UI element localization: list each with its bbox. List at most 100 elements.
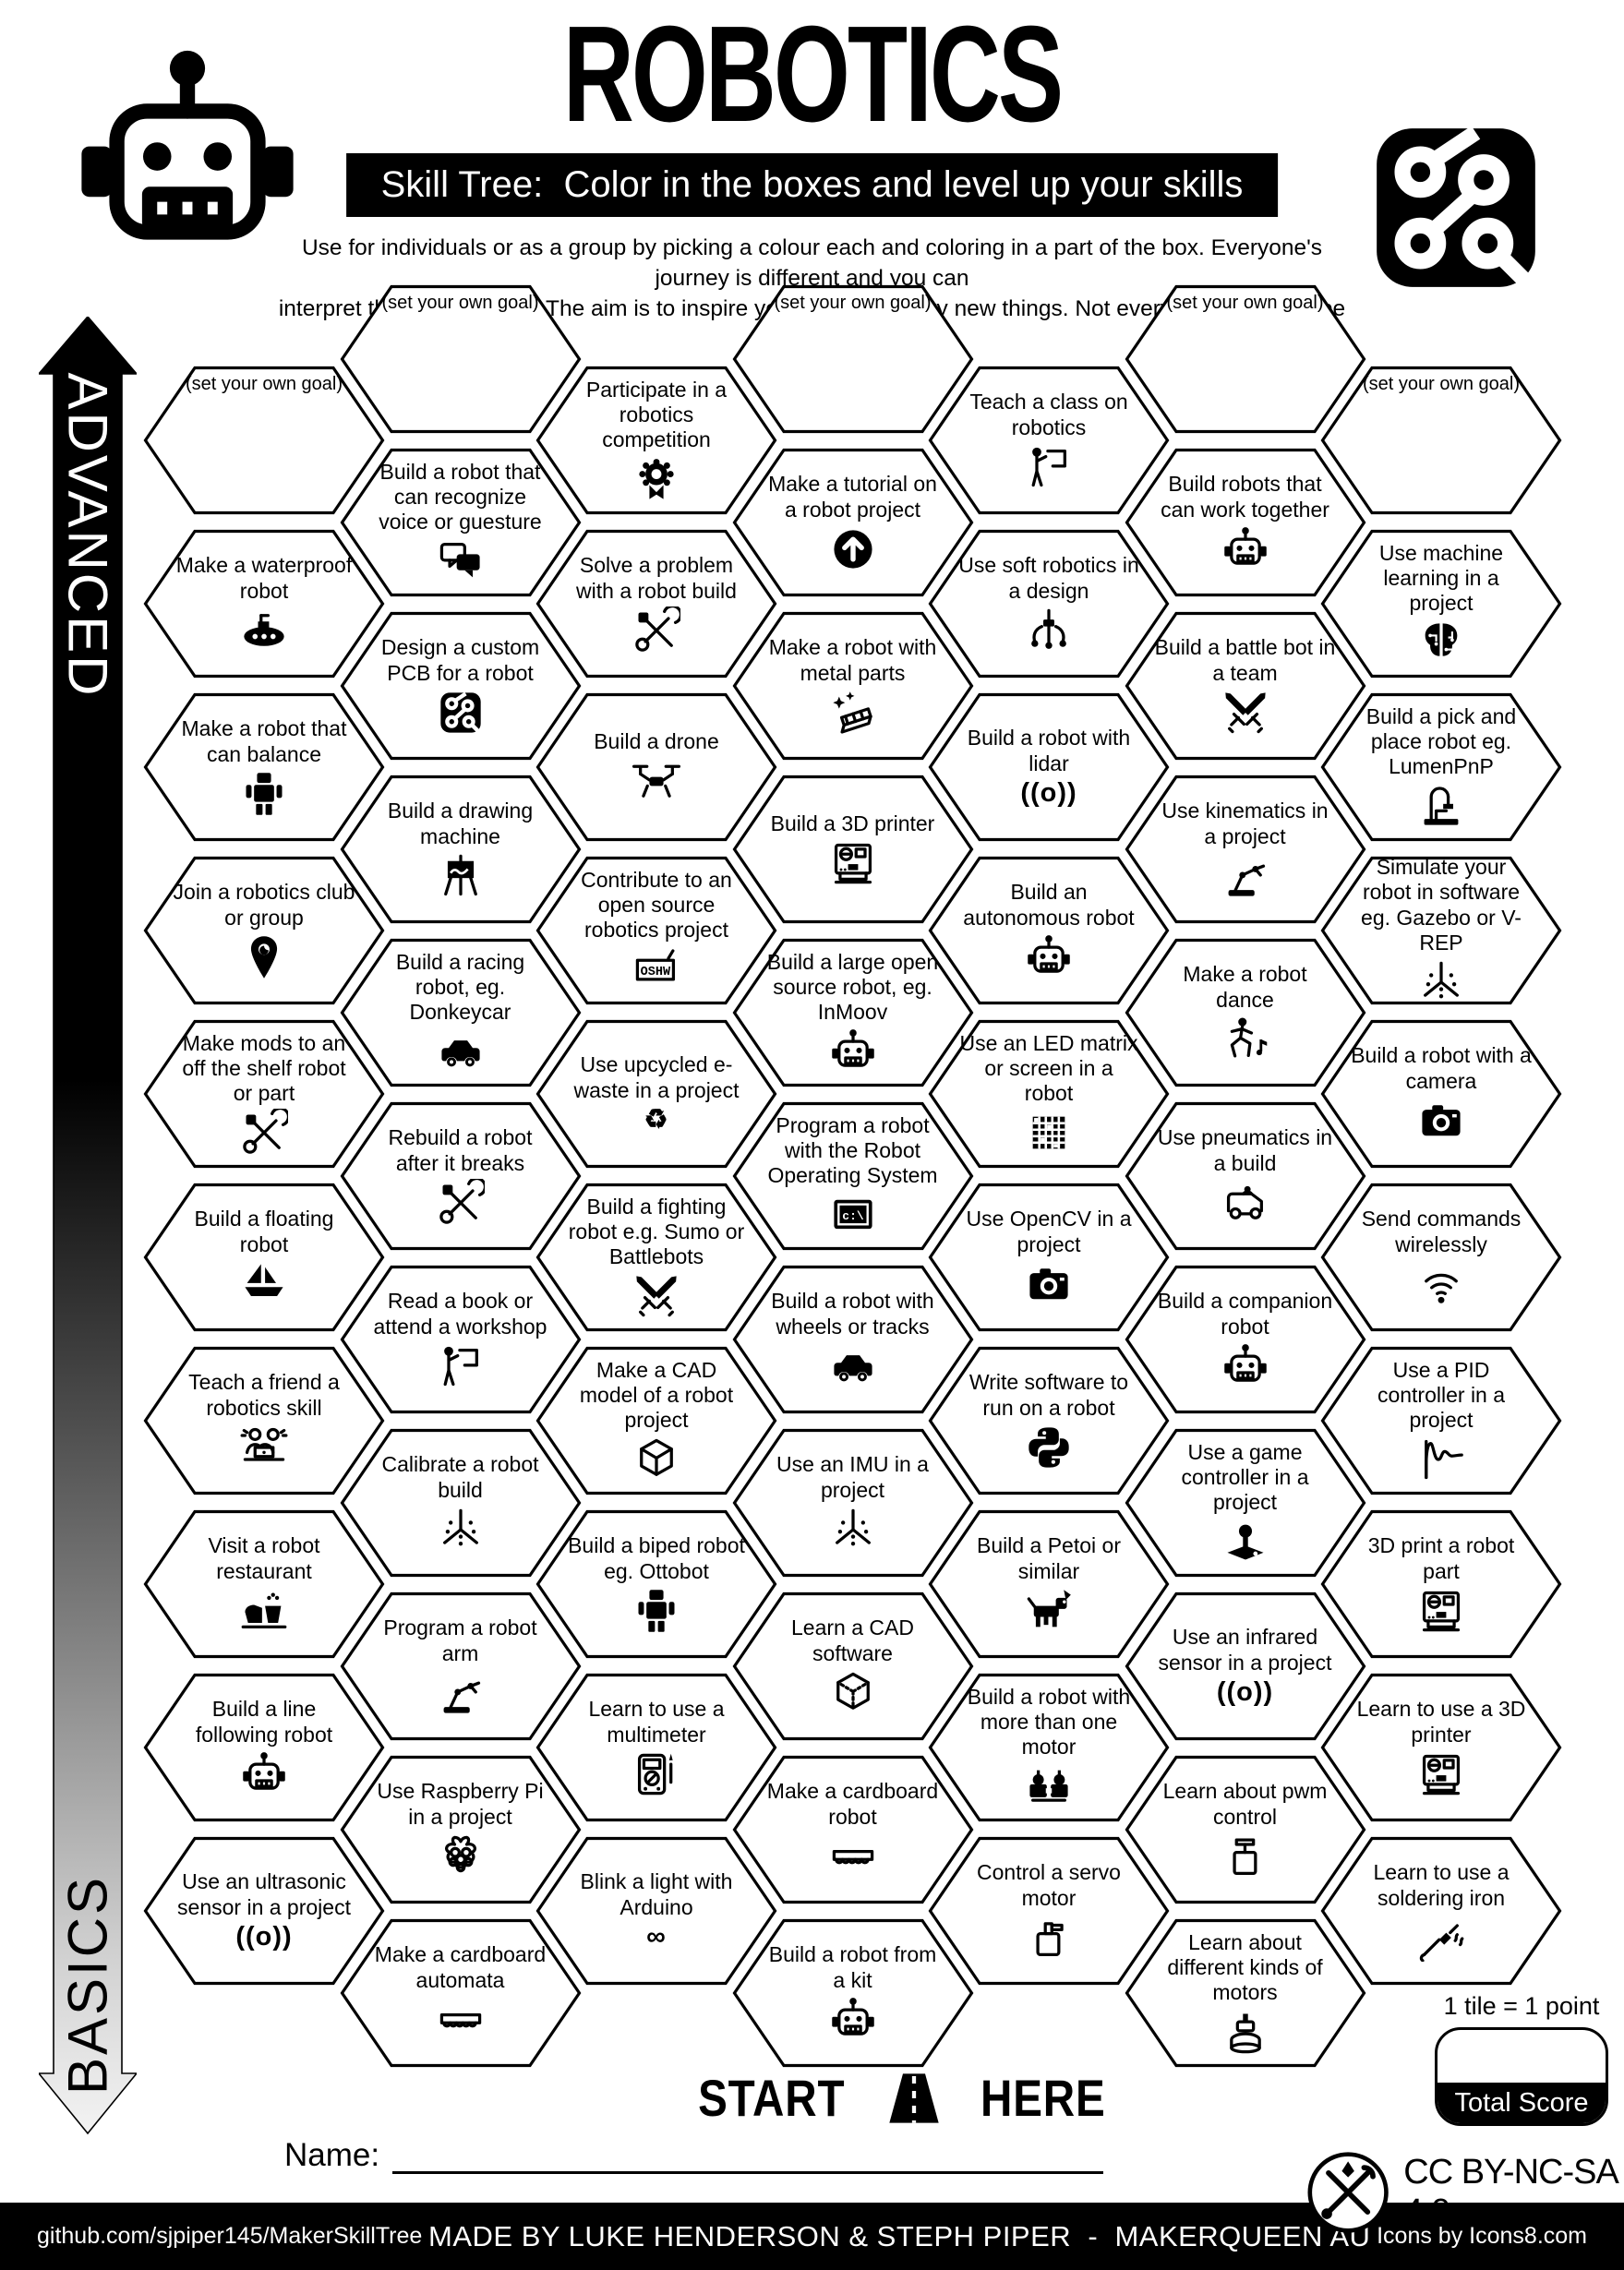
hex-use-an-imu-in-a-project[interactable]: Use an IMU in a project: [732, 1428, 974, 1578]
hex-make-a-tutorial-on-a-robot-project[interactable]: Make a tutorial on a robot project: [732, 448, 974, 597]
hex-teach-a-class-on-robotics[interactable]: Teach a class on robotics: [928, 366, 1170, 515]
hex-use-opencv-in-a-project[interactable]: Use OpenCV in a project: [928, 1183, 1170, 1332]
hex-build-a-robot-that-can-recognize-voice-or-guesture[interactable]: Build a robot that can recognize voice o…: [340, 448, 582, 597]
hex-build-a-biped-robot-eg-ottobot[interactable]: Build a biped robot eg. Ottobot: [535, 1509, 777, 1659]
hex-use-an-led-matrix-or-screen-in-a-robot[interactable]: Use an LED matrix or screen in a robot: [928, 1019, 1170, 1169]
hex-send-commands-wirelessly[interactable]: Send commands wirelessly: [1320, 1183, 1562, 1332]
hex-use-a-game-controller-in-a-project[interactable]: Use a game controller in a project: [1125, 1428, 1366, 1578]
hex-set-your-own-goal[interactable]: (set your own goal): [340, 284, 582, 434]
hex-learn-a-cad-software[interactable]: Learn a CAD software: [732, 1591, 974, 1741]
hex-build-a-3d-printer[interactable]: Build a 3D printer: [732, 775, 974, 924]
hex-learn-to-use-a-soldering-iron[interactable]: Learn to use a soldering iron: [1320, 1836, 1562, 1986]
hex-build-a-battle-bot-in-a-team[interactable]: Build a battle bot in a team: [1125, 611, 1366, 761]
hex-make-a-waterproof-robot[interactable]: Make a waterproof robot: [143, 529, 385, 679]
hex-build-a-robot-with-a-camera[interactable]: Build a robot with a camera: [1320, 1019, 1562, 1169]
skill-hex-label: Build a racing robot, eg. Donkeycar: [395, 949, 525, 1025]
hex-contribute-to-an-open-source-robotics-project[interactable]: Contribute to an open source robotics pr…: [535, 856, 777, 1005]
hex-make-a-robot-dance[interactable]: Make a robot dance: [1125, 938, 1366, 1087]
hex-calibrate-a-robot-build[interactable]: Calibrate a robot build: [340, 1428, 582, 1578]
hex-program-a-robot-with-the-robot-operating-system[interactable]: Program a robot with the Robot Operating…: [732, 1101, 974, 1251]
hex-teach-a-friend-a-robotics-skill[interactable]: Teach a friend a robotics skill: [143, 1346, 385, 1495]
skill-hex-label: Build a robot with lidar: [967, 726, 1131, 775]
cardboard-icon: [829, 1832, 877, 1880]
hex-program-a-robot-arm[interactable]: Program a robot arm: [340, 1591, 582, 1741]
hex-use-raspberry-pi-in-a-project[interactable]: Use Raspberry Pi in a project: [340, 1755, 582, 1904]
hex-use-an-infrared-sensor-in-a-project[interactable]: Use an infrared sensor in a project ((o)): [1125, 1591, 1366, 1741]
total-score-entry-area[interactable]: [1438, 2030, 1606, 2083]
hex-build-a-robot-with-lidar[interactable]: Build a robot with lidar ((o)): [928, 692, 1170, 842]
hex-build-robots-that-can-work-together[interactable]: Build robots that can work together: [1125, 448, 1366, 597]
name-input-line[interactable]: [392, 2134, 1104, 2174]
hex-use-an-ultrasonic-sensor-in-a-project[interactable]: Use an ultrasonic sensor in a project ((o…: [143, 1836, 385, 1986]
hex-rebuild-a-robot-after-it-breaks[interactable]: Rebuild a robot after it breaks: [340, 1101, 582, 1251]
hex-build-a-robot-with-more-than-one-motor[interactable]: Build a robot with more than one motor: [928, 1673, 1170, 1822]
hex-make-a-cardboard-automata[interactable]: Make a cardboard automata: [340, 1918, 582, 2068]
hex-build-a-floating-robot[interactable]: Build a floating robot: [143, 1183, 385, 1332]
hex-outline: [1320, 1346, 1562, 1495]
hex-build-a-companion-robot[interactable]: Build a companion robot: [1125, 1265, 1366, 1414]
dancer-icon: [1221, 1015, 1269, 1063]
hex-blink-a-light-with-arduino[interactable]: Blink a light with Arduino ∞: [535, 1836, 777, 1986]
hex-learn-to-use-a-3d-printer[interactable]: Learn to use a 3D printer: [1320, 1673, 1562, 1822]
hex-participate-in-a-robotics-competition[interactable]: Participate in a robotics competition: [535, 366, 777, 515]
hex-use-machine-learning-in-a-project[interactable]: Use machine learning in a project: [1320, 529, 1562, 679]
hex-outline: [1125, 1591, 1365, 1741]
hex-build-an-autonomous-robot[interactable]: Build an autonomous robot: [928, 856, 1170, 1005]
cube-icon: [632, 1435, 680, 1483]
hex-make-a-robot-with-metal-parts[interactable]: Make a robot with metal parts: [732, 611, 974, 761]
hex-make-a-robot-that-can-balance[interactable]: Make a robot that can balance: [143, 692, 385, 842]
hex-build-a-large-open-source-robot-eg-inmoov[interactable]: Build a large open source robot, eg. InM…: [732, 938, 974, 1087]
hex-read-a-book-or-attend-a-workshop[interactable]: Read a book or attend a workshop: [340, 1265, 582, 1414]
pneumo-icon: [1221, 1179, 1269, 1227]
hex-visit-a-robot-restaurant[interactable]: Visit a robot restaurant: [143, 1509, 385, 1659]
hex-learn-about-different-kinds-of-motors[interactable]: Learn about different kinds of motors: [1125, 1918, 1366, 2068]
subtitle-banner: Skill Tree: Color in the boxes and level…: [345, 153, 1279, 217]
hex-outline: [340, 448, 581, 597]
total-score-box[interactable]: Total Score: [1435, 2027, 1608, 2126]
skill-hex-label: Use upcycled e-waste in a project: [573, 1052, 740, 1102]
robot-body-icon: [240, 770, 288, 818]
hex-build-a-robot-from-a-kit[interactable]: Build a robot from a kit: [732, 1918, 974, 2068]
hex-outline: [535, 1509, 777, 1659]
hex-join-a-robotics-club-or-group[interactable]: Join a robotics club or group: [143, 856, 385, 1005]
hex-learn-to-use-a-multimeter[interactable]: Learn to use a multimeter: [535, 1673, 777, 1822]
hex-build-a-line-following-robot[interactable]: Build a line following robot: [143, 1673, 385, 1822]
skill-hex-label: Make a CAD model of a robot project: [579, 1357, 734, 1433]
hex-make-mods-to-an-off-the-shelf-robot-or-part[interactable]: Make mods to an off the shelf robot or p…: [143, 1019, 385, 1169]
hex-solve-a-problem-with-a-robot-build[interactable]: Solve a problem with a robot build: [535, 529, 777, 679]
hex-use-pneumatics-in-a-build[interactable]: Use pneumatics in a build: [1125, 1101, 1366, 1251]
skill-hex-label: Use an IMU in a project: [776, 1452, 929, 1502]
skill-hex-label: Use pneumatics in a build: [1157, 1125, 1333, 1175]
hex-simulate-your-robot-in-software-eg-gazebo-or-v-rep[interactable]: Simulate your robot in software eg. Gaze…: [1320, 855, 1562, 1005]
hex-build-a-pick-and-place-robot-eg-lumenpnp[interactable]: Build a pick and place robot eg. LumenPn…: [1320, 692, 1562, 842]
hex-use-kinematics-in-a-project[interactable]: Use kinematics in a project: [1125, 775, 1366, 924]
hex-outline: [1125, 1101, 1365, 1251]
hex-use-upcycled-e-waste-in-a-project[interactable]: Use upcycled e-waste in a project ♻: [535, 1019, 777, 1169]
hex-make-a-cad-model-of-a-robot-project[interactable]: Make a CAD model of a robot project: [535, 1346, 777, 1495]
hex-build-a-racing-robot-eg-donkeycar[interactable]: Build a racing robot, eg. Donkeycar: [340, 938, 582, 1087]
hex-control-a-servo-motor[interactable]: Control a servo motor: [928, 1836, 1170, 1986]
hex-write-software-to-run-on-a-robot[interactable]: Write software to run on a robot: [928, 1346, 1170, 1495]
cardboard-icon: [437, 1996, 485, 2044]
robot-head-icon: [1025, 933, 1073, 981]
hex-set-your-own-goal[interactable]: (set your own goal): [732, 284, 974, 434]
skill-hex-label: Use a PID controller in a project: [1377, 1357, 1506, 1433]
hex-build-a-fighting-robot-e-g-sumo-or-battlebots[interactable]: Build a fighting robot e.g. Sumo or Batt…: [535, 1183, 777, 1332]
claw-icon: [1025, 607, 1073, 655]
hex-use-soft-robotics-in-a-design[interactable]: Use soft robotics in a design: [928, 529, 1170, 679]
hex-3d-print-a-robot-part[interactable]: 3D print a robot part: [1320, 1509, 1562, 1659]
hex-outline: [732, 1755, 973, 1904]
hex-make-a-cardboard-robot[interactable]: Make a cardboard robot: [732, 1755, 974, 1904]
hex-build-a-drawing-machine[interactable]: Build a drawing machine: [340, 775, 582, 924]
hex-set-your-own-goal[interactable]: (set your own goal): [143, 366, 385, 515]
hex-use-a-pid-controller-in-a-project[interactable]: Use a PID controller in a project: [1320, 1346, 1562, 1495]
hex-outline: [340, 1918, 581, 2068]
hex-set-your-own-goal[interactable]: (set your own goal): [1320, 366, 1562, 515]
hex-build-a-drone[interactable]: Build a drone: [535, 692, 777, 842]
hex-outline: [340, 284, 581, 434]
hex-set-your-own-goal[interactable]: (set your own goal): [1125, 284, 1366, 434]
hex-design-a-custom-pcb-for-a-robot[interactable]: Design a custom PCB for a robot: [340, 611, 582, 761]
hex-learn-about-pwm-control[interactable]: Learn about pwm control: [1125, 1755, 1366, 1904]
hex-build-a-petoi-or-similar[interactable]: Build a Petoi or similar: [928, 1509, 1170, 1659]
hex-build-a-robot-with-wheels-or-tracks[interactable]: Build a robot with wheels or tracks: [732, 1265, 974, 1414]
